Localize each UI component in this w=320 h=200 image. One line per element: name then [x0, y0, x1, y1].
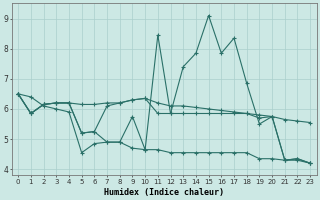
- X-axis label: Humidex (Indice chaleur): Humidex (Indice chaleur): [104, 188, 224, 197]
